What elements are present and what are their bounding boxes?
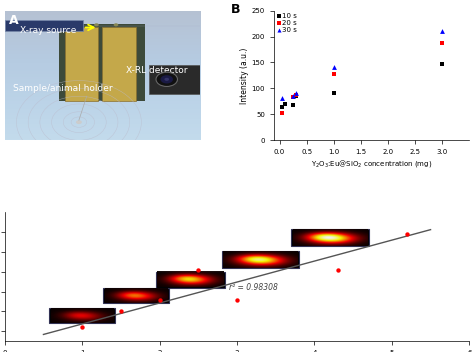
Text: Sample/animal holder: Sample/animal holder	[12, 84, 112, 93]
Text: A: A	[9, 14, 18, 27]
Circle shape	[73, 23, 77, 26]
Point	[194, 267, 202, 272]
Circle shape	[164, 78, 169, 81]
10 s	[438, 61, 446, 66]
Bar	[59, 24, 145, 101]
Text: X-ray source: X-ray source	[20, 26, 77, 34]
20 s	[330, 71, 337, 77]
Bar	[49, 308, 115, 323]
Circle shape	[156, 72, 177, 87]
10 s	[278, 104, 286, 109]
30 s	[292, 90, 300, 95]
Bar	[291, 229, 369, 246]
10 s	[330, 90, 337, 95]
Circle shape	[161, 75, 173, 83]
20 s	[289, 94, 297, 100]
Text: r² = 0.98308: r² = 0.98308	[229, 283, 278, 291]
Bar	[103, 288, 169, 303]
Point	[233, 297, 241, 302]
Text: X-RL detector: X-RL detector	[126, 66, 187, 75]
30 s	[438, 29, 446, 34]
20 s	[278, 111, 286, 116]
Point	[334, 267, 341, 272]
20 s	[292, 92, 300, 98]
Circle shape	[114, 23, 118, 26]
30 s	[330, 64, 337, 69]
20 s	[438, 40, 446, 45]
Point	[403, 231, 411, 237]
Y-axis label: Intensity (a.u.): Intensity (a.u.)	[240, 47, 249, 103]
10 s	[281, 101, 289, 107]
Bar	[5, 20, 83, 31]
Point	[156, 297, 164, 302]
Circle shape	[94, 23, 99, 26]
30 s	[278, 95, 286, 101]
Circle shape	[76, 120, 82, 124]
Text: B: B	[231, 3, 241, 16]
Point	[78, 325, 86, 330]
Bar	[221, 251, 299, 268]
30 s	[289, 93, 297, 99]
10 s	[292, 93, 300, 99]
10 s	[289, 102, 297, 108]
Bar	[65, 27, 99, 101]
Bar	[155, 272, 226, 288]
Legend: 10 s, 20 s, 30 s: 10 s, 20 s, 30 s	[276, 13, 297, 33]
Bar	[149, 65, 200, 94]
Bar	[102, 27, 136, 101]
X-axis label: Y$_2$O$_3$:Eu@SiO$_2$ concentration (mg): Y$_2$O$_3$:Eu@SiO$_2$ concentration (mg)	[311, 158, 432, 169]
Point	[117, 309, 125, 314]
